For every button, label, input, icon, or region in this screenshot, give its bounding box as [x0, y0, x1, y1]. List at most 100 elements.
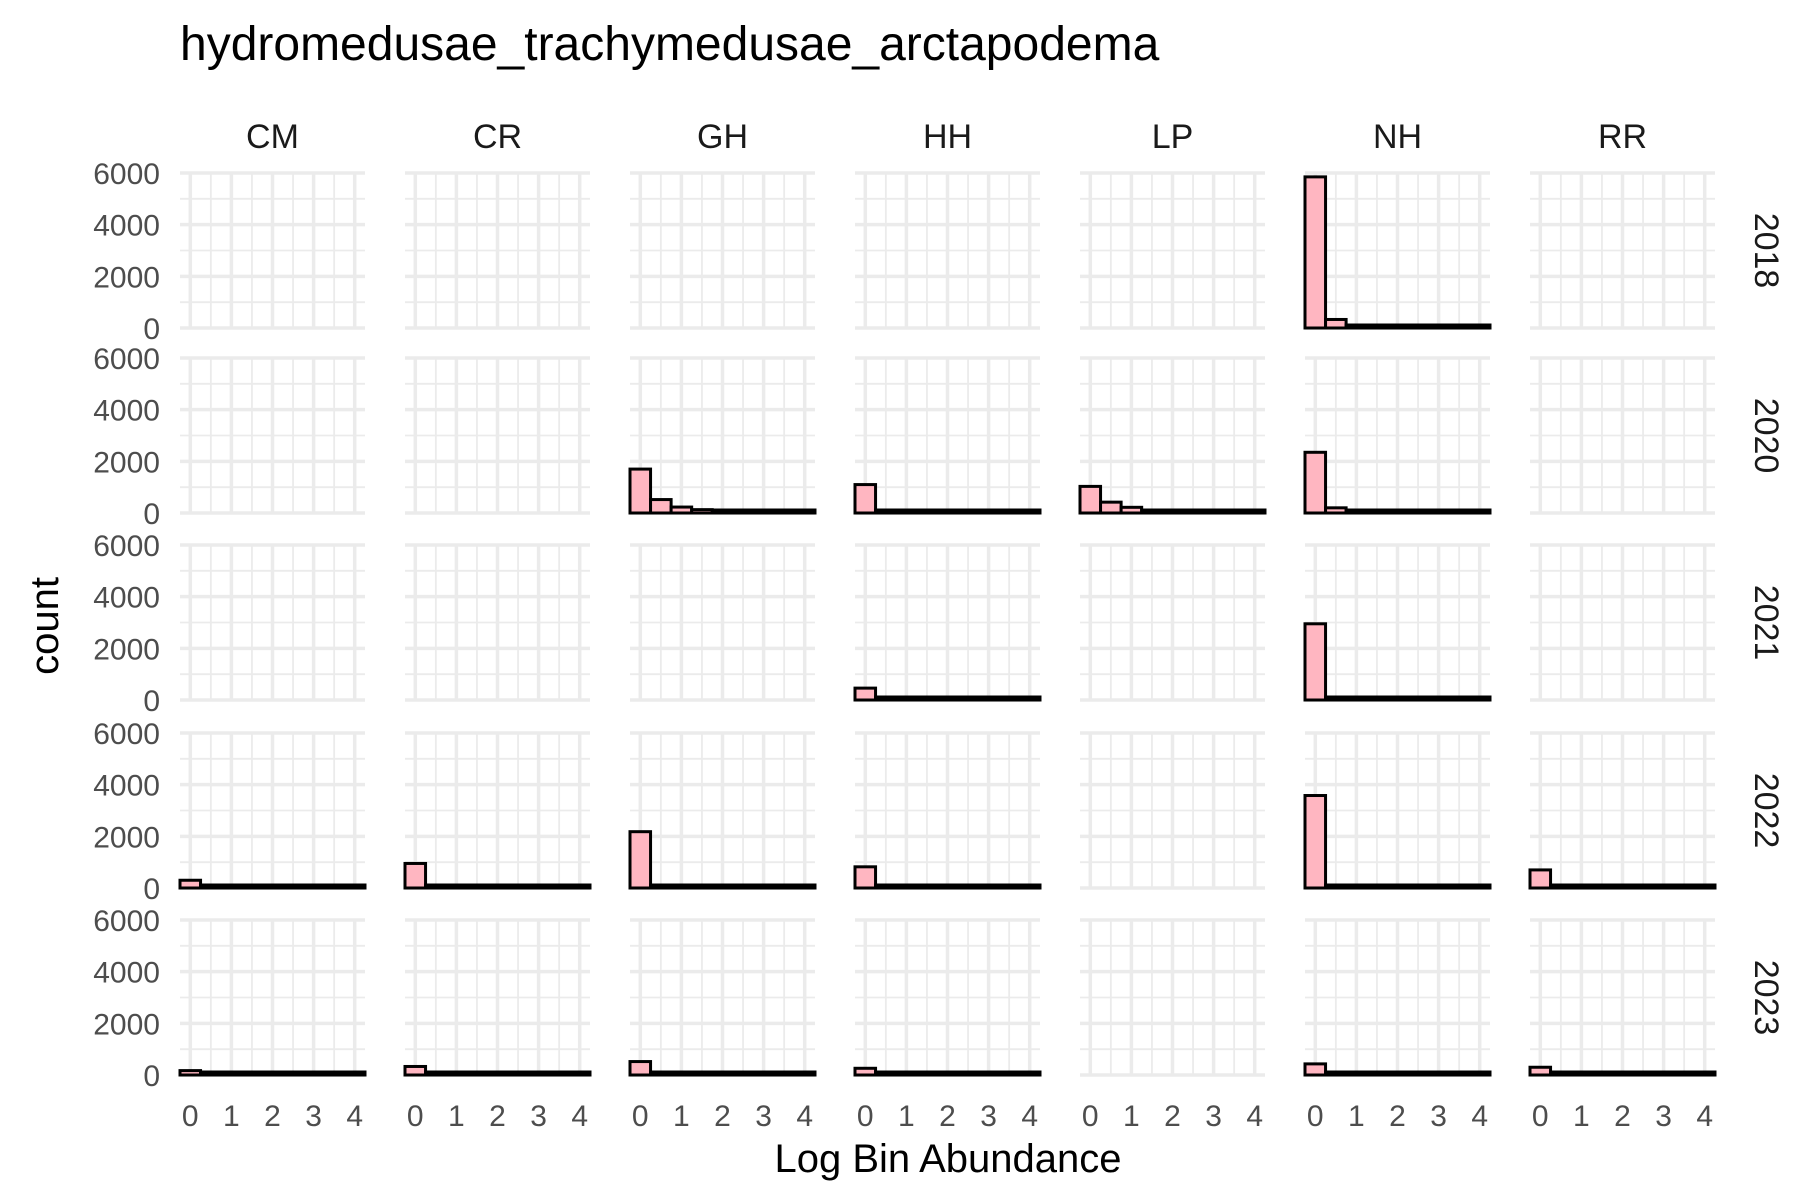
y-tick-label: 0 [143, 873, 160, 906]
histogram-bar-cr-2023 [485, 1070, 510, 1077]
x-tick-label: 4 [346, 1100, 363, 1133]
histogram-bar-rr-2022 [1590, 883, 1614, 890]
histogram-bar-hh-2022 [956, 883, 980, 890]
histogram-bar-cr-2023 [547, 1070, 571, 1077]
histogram-bar-rr-2023 [1610, 1070, 1635, 1077]
histogram-bar-nh-2023 [1365, 1070, 1389, 1077]
histogram-bar-lp-2020 [1201, 508, 1226, 515]
facet-panel-lp-2023 [1080, 918, 1265, 1077]
histogram-bar-cm-2022 [240, 883, 264, 890]
y-tick-label: 2000 [93, 633, 160, 666]
histogram-bar-cm-2022 [342, 883, 367, 890]
histogram-bar-gh-2022 [772, 883, 796, 890]
histogram-bar-hh-2023 [894, 1070, 919, 1077]
facet-panel-nh-2021 [1305, 543, 1490, 702]
y-tick-label: 6000 [93, 718, 160, 751]
x-tick-label: 4 [1471, 1100, 1488, 1133]
facet-panel-hh-2018 [855, 171, 1040, 330]
histogram-bar-cr-2022 [485, 883, 510, 890]
histogram-bar-lp-2020 [1140, 508, 1164, 515]
histogram-bar-nh-2020 [1344, 508, 1369, 515]
histogram-bar-nh-2020 [1447, 508, 1471, 515]
facet-panel-nh-2020 [1305, 356, 1490, 515]
facet-panel-cm-2018 [180, 171, 365, 330]
x-tick-label: 0 [1082, 1100, 1099, 1133]
histogram-bar-hh-2021 [935, 695, 960, 702]
histogram-bar-hh-2020 [853, 483, 878, 515]
histogram-bar-cr-2023 [506, 1070, 530, 1077]
row-strip-label: 2022 [1747, 773, 1785, 849]
y-axis-title: count [23, 577, 67, 675]
histogram-bar-rr-2023 [1631, 1070, 1655, 1077]
histogram-bar-cm-2022 [178, 878, 203, 890]
histogram-bar-gh-2020 [710, 508, 735, 515]
histogram-bar-cm-2022 [260, 883, 285, 890]
x-tick-label: 3 [755, 1100, 772, 1133]
histogram-bar-cr-2023 [444, 1070, 469, 1077]
facet-panel-cm-2022 [180, 731, 365, 890]
histogram-bar-cm-2023 [240, 1070, 264, 1077]
histogram-bar-cm-2023 [322, 1070, 346, 1077]
histogram-bar-hh-2021 [976, 695, 1001, 702]
y-tick-label: 6000 [93, 343, 160, 376]
histogram-bar-gh-2022 [690, 883, 714, 890]
histogram-bar-hh-2022 [997, 883, 1021, 890]
histogram-bar-cm-2023 [219, 1070, 244, 1077]
histogram-bar-nh-2021 [1467, 695, 1492, 702]
facet-panel-rr-2018 [1530, 171, 1715, 330]
facet-panel-cr-2022 [405, 731, 590, 890]
histogram-bar-nh-2020 [1324, 506, 1348, 515]
y-tick-label: 6000 [93, 158, 160, 191]
histogram-bar-gh-2023 [690, 1070, 714, 1077]
x-tick-label: 4 [1696, 1100, 1713, 1133]
histogram-bar-rr-2023 [1692, 1070, 1717, 1077]
column-strip-label: LP [1152, 118, 1194, 156]
histogram-bar-nh-2020 [1365, 508, 1389, 515]
facet-panel-nh-2022 [1305, 731, 1490, 890]
histogram-bar-cr-2023 [567, 1070, 592, 1077]
histogram-bar-hh-2020 [976, 508, 1001, 515]
histogram-bar-rr-2023 [1651, 1070, 1676, 1077]
histogram-bar-nh-2023 [1406, 1070, 1430, 1077]
facet-panel-cr-2020 [405, 356, 590, 515]
histogram-bar-rr-2022 [1651, 883, 1676, 890]
x-tick-label: 0 [632, 1100, 649, 1133]
histogram-bar-nh-2018 [1344, 323, 1369, 330]
facet-panel-cm-2021 [180, 543, 365, 702]
y-tick-label: 2000 [93, 446, 160, 479]
histogram-bar-nh-2022 [1365, 883, 1389, 890]
histogram-bar-hh-2021 [997, 695, 1021, 702]
histogram-bar-nh-2021 [1406, 695, 1430, 702]
row-strip-label: 2018 [1747, 213, 1785, 289]
x-tick-label: 0 [1307, 1100, 1324, 1133]
histogram-bar-nh-2023 [1447, 1070, 1471, 1077]
histogram-bar-nh-2020 [1385, 508, 1410, 515]
histogram-bar-hh-2023 [956, 1070, 980, 1077]
histogram-bar-gh-2023 [710, 1070, 735, 1077]
histogram-bar-nh-2021 [1365, 695, 1389, 702]
histogram-bar-nh-2023 [1303, 1062, 1328, 1077]
x-tick-label: 0 [1532, 1100, 1549, 1133]
histogram-bar-hh-2023 [1017, 1070, 1042, 1077]
histogram-bar-nh-2023 [1426, 1070, 1451, 1077]
x-axis-title: Log Bin Abundance [775, 1137, 1122, 1181]
histogram-bar-gh-2022 [649, 883, 673, 890]
histogram-bar-rr-2023 [1569, 1070, 1594, 1077]
histogram-bar-hh-2022 [894, 883, 919, 890]
y-tick-label: 2000 [93, 261, 160, 294]
histogram-bar-nh-2021 [1447, 695, 1471, 702]
histogram-bar-hh-2023 [976, 1070, 1001, 1077]
histogram-bar-hh-2021 [915, 695, 939, 702]
histogram-bar-cr-2022 [567, 883, 592, 890]
histogram-bar-nh-2023 [1467, 1070, 1492, 1077]
histogram-bar-nh-2018 [1447, 323, 1471, 330]
histogram-bar-hh-2020 [874, 508, 898, 515]
histogram-bar-hh-2023 [915, 1070, 939, 1077]
histogram-bar-hh-2022 [976, 883, 1001, 890]
histogram-bar-hh-2020 [1017, 508, 1042, 515]
histogram-bar-gh-2020 [649, 498, 673, 515]
histogram-bar-cr-2022 [547, 883, 571, 890]
histogram-bar-nh-2018 [1365, 323, 1389, 330]
histogram-bar-nh-2020 [1426, 508, 1451, 515]
